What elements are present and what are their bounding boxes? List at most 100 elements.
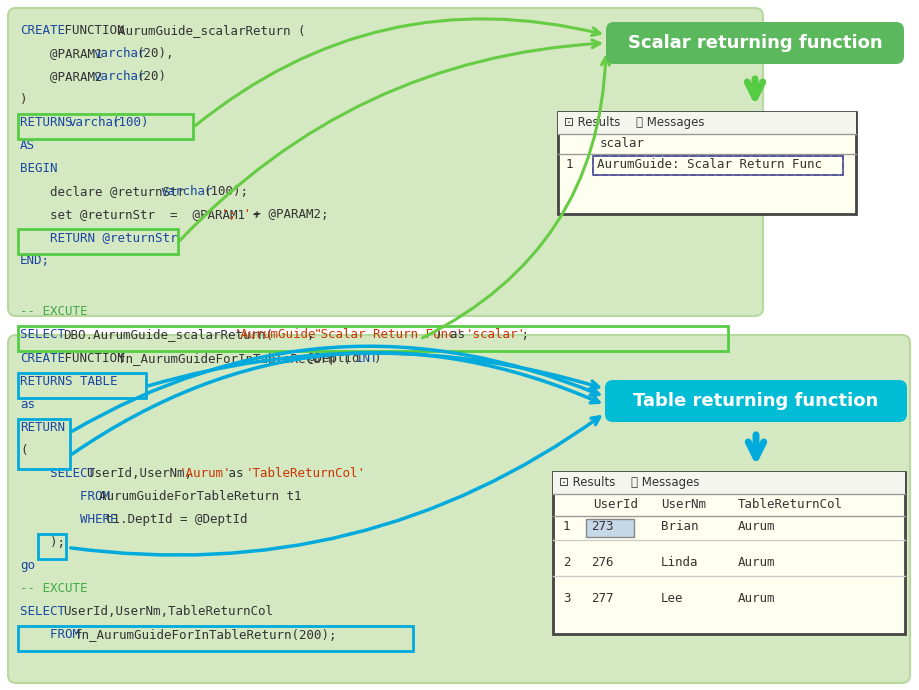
Text: END;: END; [20,254,50,267]
Text: RETURNS TABLE: RETURNS TABLE [20,375,118,388]
Text: AurumGuideForTableReturn t1: AurumGuideForTableReturn t1 [99,490,301,503]
Bar [18,114,193,139]
Bar [18,373,146,398]
Text: UserId,UserNm,TableReturnCol: UserId,UserNm,TableReturnCol [62,605,273,618]
Text: declare @returnStr: declare @returnStr [20,185,192,198]
Text: 276: 276 [591,556,614,569]
Text: Aurum: Aurum [738,556,776,569]
Text: Lee: Lee [661,592,684,605]
Text: ): ) [374,352,381,365]
FancyBboxPatch shape [8,335,910,683]
Text: INT: INT [356,352,378,365]
Text: ) as: ) as [435,328,472,341]
Text: 273: 273 [591,520,614,533]
Text: CREATE: CREATE [20,352,65,365]
Text: SELECT: SELECT [20,467,103,480]
Text: 3: 3 [563,592,571,605]
Text: 'AurumGuide': 'AurumGuide' [233,328,323,341]
Bar [18,626,413,651]
Text: RETURN: RETURN [20,421,65,434]
Bar [553,472,905,494]
Text: 1: 1 [566,158,573,171]
Text: AurumGuide: Scalar Return Func: AurumGuide: Scalar Return Func [597,158,822,171]
Text: AS: AS [20,139,35,152]
Text: @PARAM1: @PARAM1 [20,47,110,60]
Text: AurumGuide_scalarReturn (: AurumGuide_scalarReturn ( [118,24,305,37]
Text: RETURN @returnStr: RETURN @returnStr [20,231,177,244]
Text: 1: 1 [563,520,571,533]
Text: go: go [20,559,35,572]
Text: Table returning function: Table returning function [633,392,879,410]
Text: Aurum: Aurum [738,520,776,533]
Text: FROM: FROM [20,628,87,641]
Text: FROM: FROM [20,490,118,503]
Text: WHERE: WHERE [20,513,125,526]
Text: set @returnStr  =  @PARAM1 +: set @returnStr = @PARAM1 + [20,208,267,221]
Bar [586,519,634,537]
Text: varchar: varchar [160,185,213,198]
FancyBboxPatch shape [605,380,907,422]
Text: (20),: (20), [136,47,174,60]
FancyBboxPatch shape [8,8,763,316]
Text: ⊡ Results: ⊡ Results [559,476,616,489]
Text: BEGIN: BEGIN [20,162,58,175]
Text: -- EXCUTE: -- EXCUTE [20,304,87,317]
Text: @DeptId: @DeptId [307,352,367,365]
Text: fn_AurumGuideForInTableReturn (: fn_AurumGuideForInTableReturn ( [118,352,350,365]
Text: as: as [221,467,251,480]
Bar [593,156,843,175]
Text: 'Scalar Return Func': 'Scalar Return Func' [312,328,463,341]
Text: 277: 277 [591,592,614,605]
Text: (100);: (100); [203,185,248,198]
Text: TableReturnCol: TableReturnCol [738,498,843,511]
Text: as: as [20,398,35,411]
Bar [553,472,905,634]
Text: fn_AurumGuideForInTableReturn(200);: fn_AurumGuideForInTableReturn(200); [75,628,337,641]
Bar [18,229,178,254]
Text: 'Aurum': 'Aurum' [178,467,231,480]
Bar [593,156,843,175]
Text: '; ': '; ' [221,208,251,221]
Text: );: ); [20,536,65,549]
Text: (20): (20) [136,70,166,83]
Text: 📋 Messages: 📋 Messages [631,476,699,489]
Text: 'scalar': 'scalar' [465,328,526,341]
Bar [558,112,856,134]
Text: FUNCTION: FUNCTION [57,352,131,365]
Text: Aurum: Aurum [738,592,776,605]
Text: FUNCTION: FUNCTION [57,24,131,37]
Bar [38,534,66,559]
Text: Scalar returning function: Scalar returning function [628,34,882,52]
Bar [18,419,70,469]
Text: (: ( [20,444,28,457]
FancyBboxPatch shape [606,22,904,64]
Text: varchar: varchar [69,116,121,129]
Text: @PARAM2: @PARAM2 [20,70,110,83]
Text: SELECT: SELECT [20,605,73,618]
Text: 2: 2 [563,556,571,569]
Text: (100): (100) [111,116,149,129]
Text: -- EXCUTE: -- EXCUTE [20,582,87,595]
Text: varchar: varchar [93,70,146,83]
Text: CREATE: CREATE [20,24,65,37]
Text: ,: , [307,328,314,341]
Text: ): ) [20,93,28,106]
Text: Brian: Brian [661,520,698,533]
Text: 📋 Messages: 📋 Messages [636,116,705,129]
Text: UserId,UserNm,: UserId,UserNm, [87,467,199,480]
Text: Linda: Linda [661,556,698,569]
Bar [18,326,728,351]
Text: RETURNS: RETURNS [20,116,80,129]
Text: t1.DeptId = @DeptId: t1.DeptId = @DeptId [106,513,248,526]
Text: varchar: varchar [93,47,146,60]
Text: + @PARAM2;: + @PARAM2; [245,208,328,221]
Bar [558,112,856,214]
Text: scalar: scalar [600,137,645,150]
Text: ;: ; [514,328,529,341]
Text: 'TableReturnCol': 'TableReturnCol' [245,467,366,480]
Text: ⊡ Results: ⊡ Results [564,116,620,129]
Text: SELECT: SELECT [20,328,73,341]
Text: UserId: UserId [593,498,638,511]
Text: UserNm: UserNm [661,498,706,511]
Text: DBO.AurumGuide_scalarReturn(: DBO.AurumGuide_scalarReturn( [62,328,273,341]
